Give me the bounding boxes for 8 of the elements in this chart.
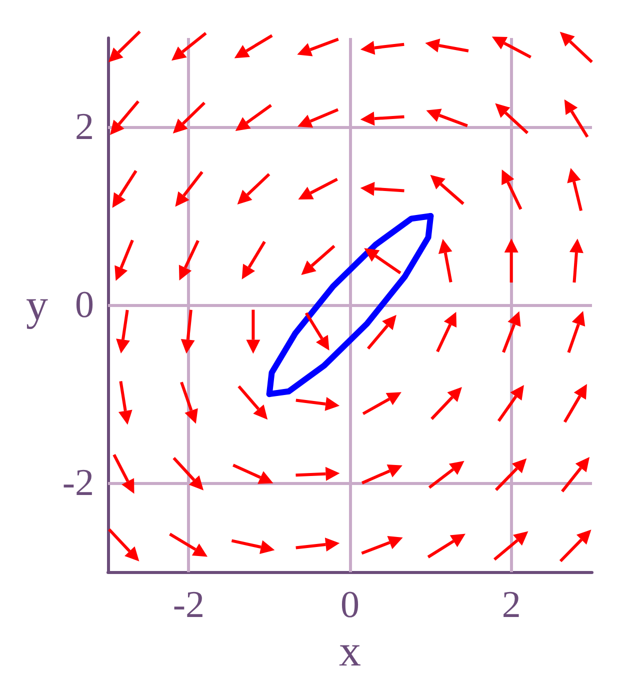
x-tick-label: 2: [502, 584, 521, 626]
y-tick-label: 2: [75, 106, 94, 148]
x-tick-label: 0: [340, 584, 360, 626]
x-axis-title: x: [339, 626, 361, 676]
y-tick-label: 0: [75, 284, 94, 326]
y-axis-title: y: [26, 280, 48, 330]
x-tick-label: -2: [172, 584, 204, 626]
y-tick-label: -2: [62, 462, 94, 504]
